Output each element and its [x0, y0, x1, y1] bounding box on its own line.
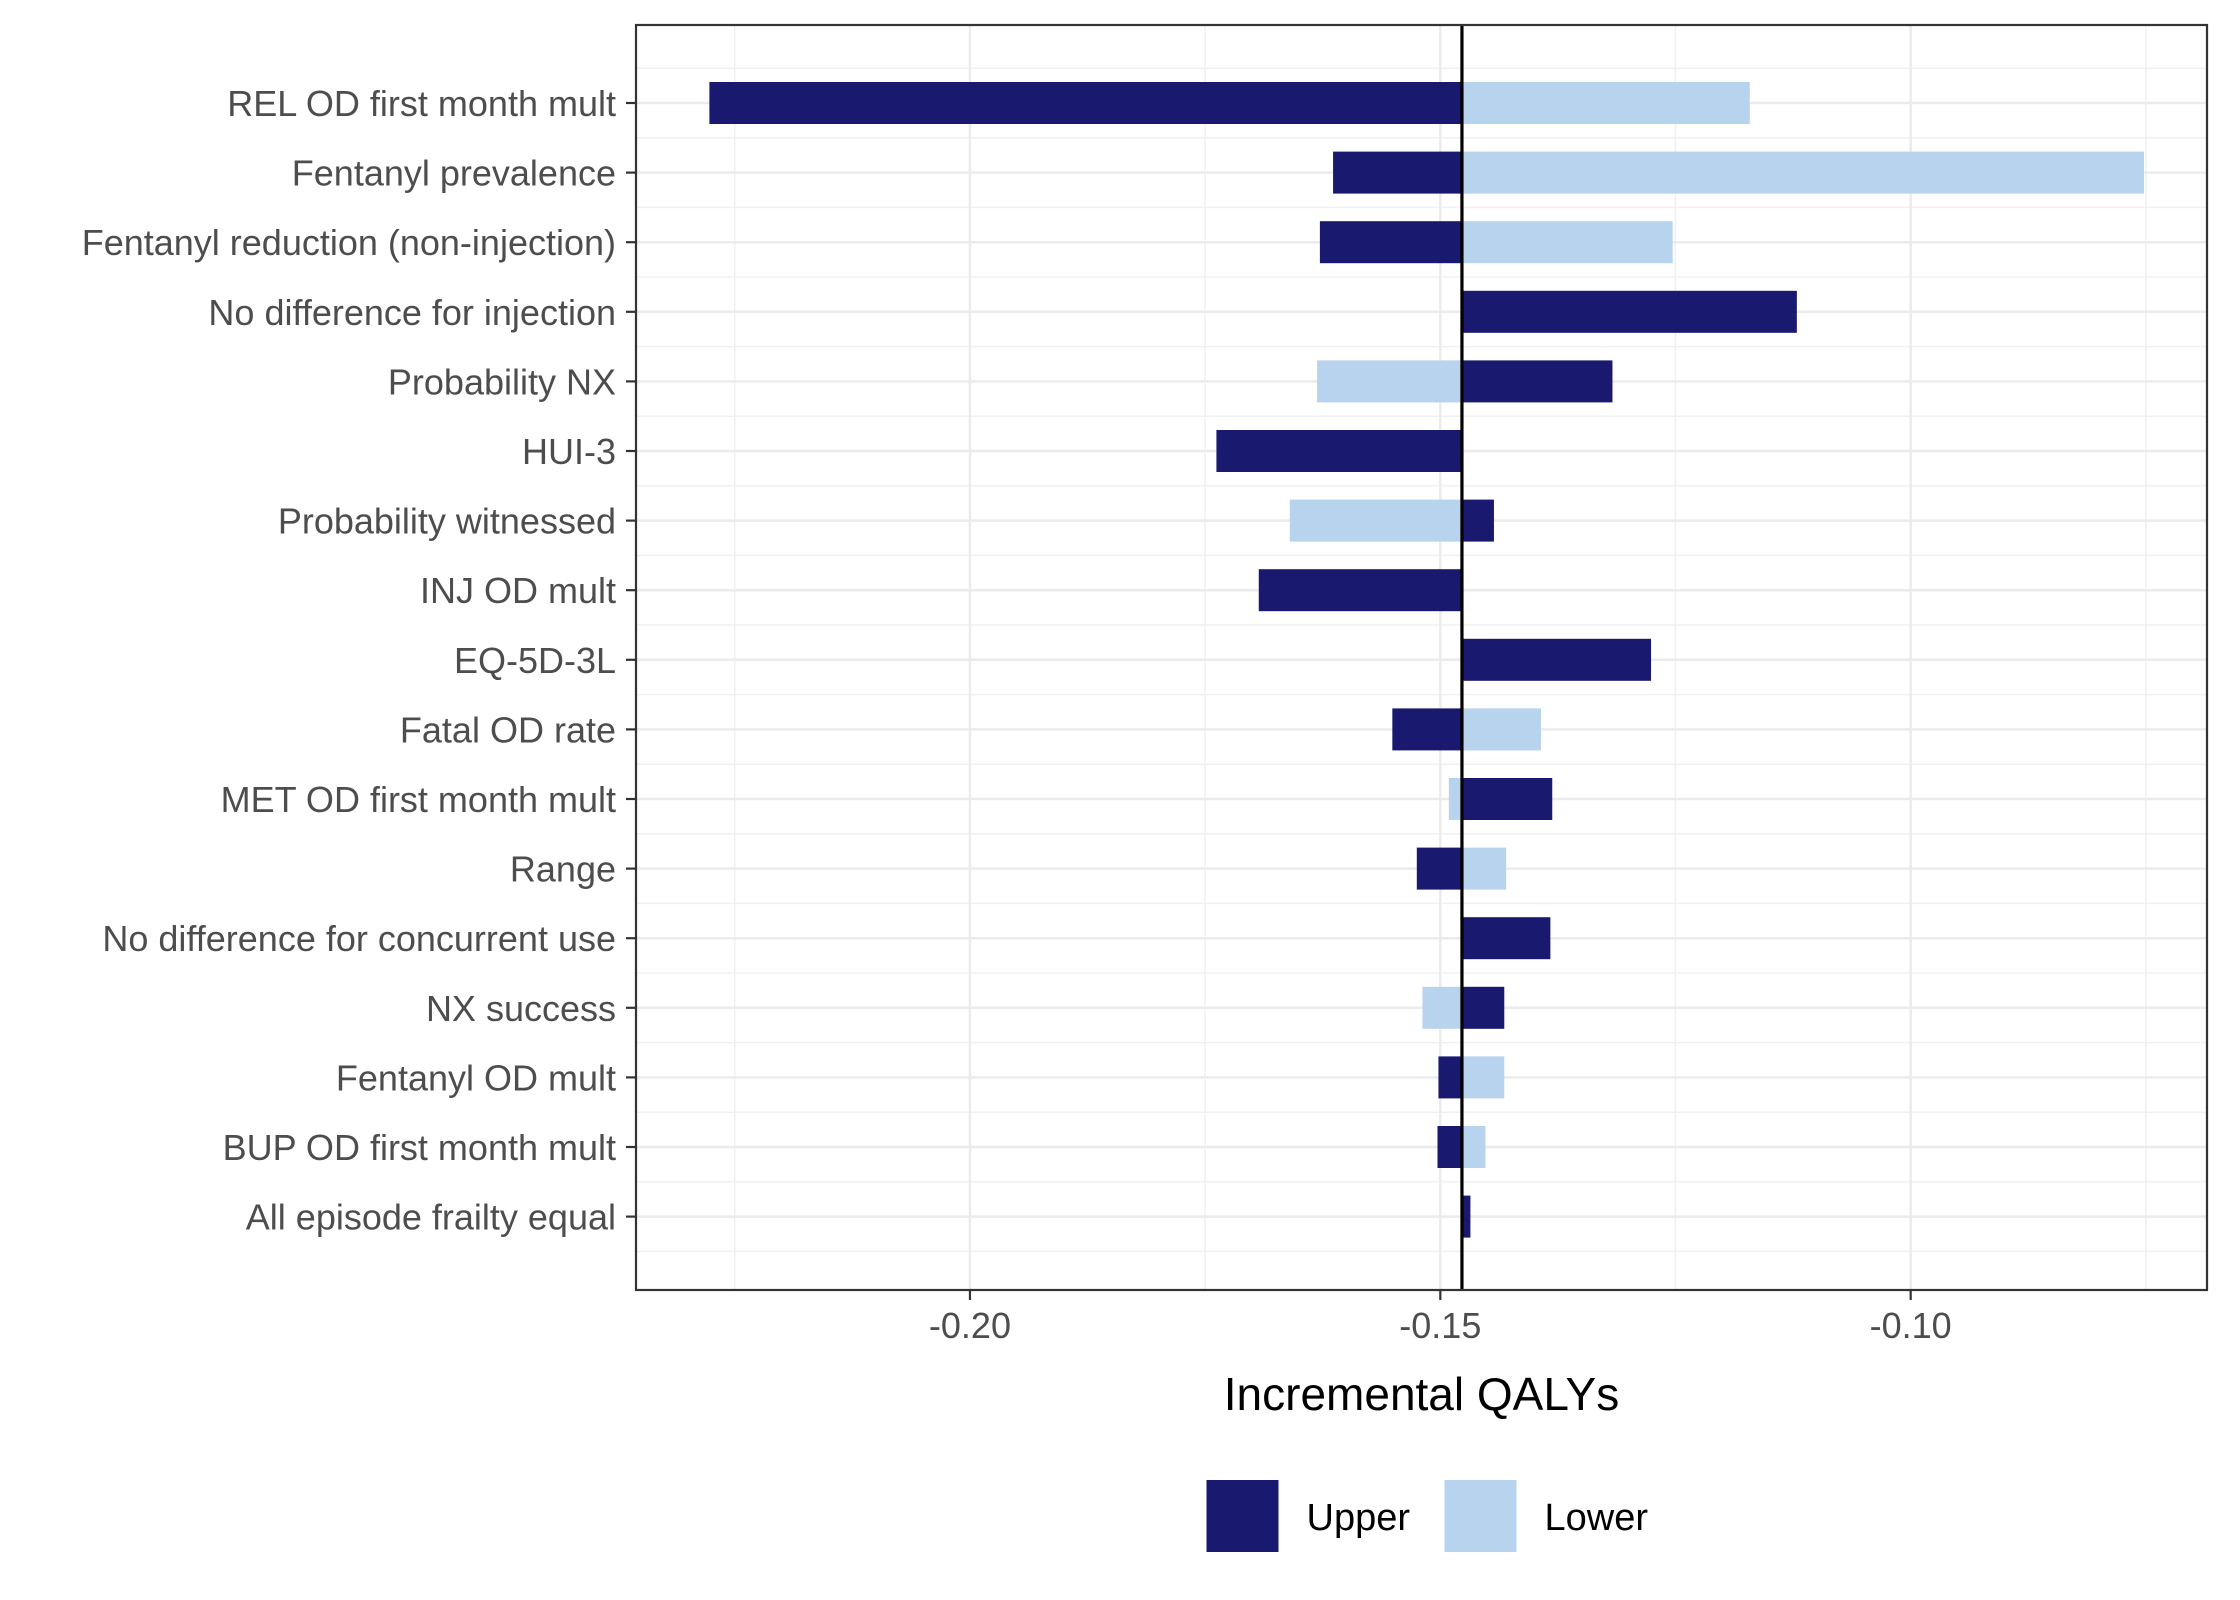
bar-lower	[1317, 360, 1462, 403]
bar-upper	[1392, 708, 1462, 751]
bar-lower	[1448, 778, 1462, 820]
x-tick-label: -0.15	[1399, 1305, 1481, 1346]
bar-layer	[709, 82, 2144, 1238]
x-axis-title: Incremental QALYs	[1224, 1368, 1619, 1420]
x-tick-label: -0.10	[1870, 1305, 1952, 1346]
axis-layer: REL OD first month mult Fentanyl prevalen…	[82, 83, 1952, 1346]
grid-layer	[636, 25, 2207, 1290]
bar-lower	[1461, 1056, 1505, 1099]
bar-lower	[1289, 499, 1462, 542]
legend-label-lower: Lower	[1545, 1497, 1649, 1539]
y-tick-label: MET OD first month mult	[221, 779, 616, 820]
legend-label-upper: Upper	[1307, 1497, 1411, 1539]
bar-upper	[1461, 778, 1553, 820]
bar-upper	[1216, 430, 1462, 472]
bar-upper	[1438, 1056, 1462, 1099]
y-tick-label: BUP OD first month mult	[223, 1127, 616, 1168]
bar-lower	[1461, 1126, 1486, 1168]
bar-upper	[1461, 638, 1652, 681]
bar-lower	[1461, 151, 2144, 194]
y-tick-label: Fatal OD rate	[400, 709, 616, 750]
y-tick-label: EQ-5D-3L	[454, 640, 616, 681]
bar-lower	[1461, 221, 1673, 264]
legend: Upper Lower	[1206, 1480, 1649, 1552]
y-tick-label: No difference for concurrent use	[102, 918, 616, 959]
bar-lower	[1461, 82, 1750, 124]
y-tick-label: HUI-3	[522, 431, 616, 472]
legend-key-lower	[1444, 1480, 1517, 1552]
y-tick-label: Fentanyl OD mult	[336, 1057, 616, 1098]
y-tick-label: Probability NX	[388, 361, 616, 402]
bar-upper	[1258, 569, 1462, 612]
y-tick-label: Range	[510, 849, 616, 890]
bar-upper	[1461, 290, 1797, 333]
y-tick-label: Fentanyl reduction (non-injection)	[82, 222, 616, 263]
bar-lower	[1422, 986, 1462, 1029]
x-tick-label: -0.20	[929, 1305, 1011, 1346]
bar-lower	[1461, 847, 1507, 890]
panel-border	[634, 23, 2209, 1292]
bar-upper	[709, 82, 1462, 124]
bar-upper	[1416, 847, 1462, 890]
bar-upper	[1461, 499, 1494, 542]
y-tick-label: No difference for injection	[208, 292, 616, 333]
bar-upper	[1333, 151, 1462, 194]
bar-upper	[1461, 360, 1613, 403]
bar-upper	[1437, 1126, 1462, 1168]
legend-key-upper	[1206, 1480, 1279, 1552]
y-tick-label: All episode frailty equal	[246, 1197, 616, 1238]
bar-upper	[1319, 221, 1462, 264]
bar-upper	[1461, 986, 1505, 1029]
y-tick-label: REL OD first month mult	[227, 83, 616, 124]
y-tick-label: NX success	[426, 988, 616, 1029]
bar-upper	[1461, 917, 1551, 960]
bar-upper	[1461, 1195, 1471, 1238]
y-tick-label: INJ OD mult	[420, 570, 616, 611]
y-tick-label: Probability witnessed	[278, 501, 616, 542]
bar-lower	[1461, 708, 1541, 751]
y-tick-label: Fentanyl prevalence	[292, 153, 616, 194]
